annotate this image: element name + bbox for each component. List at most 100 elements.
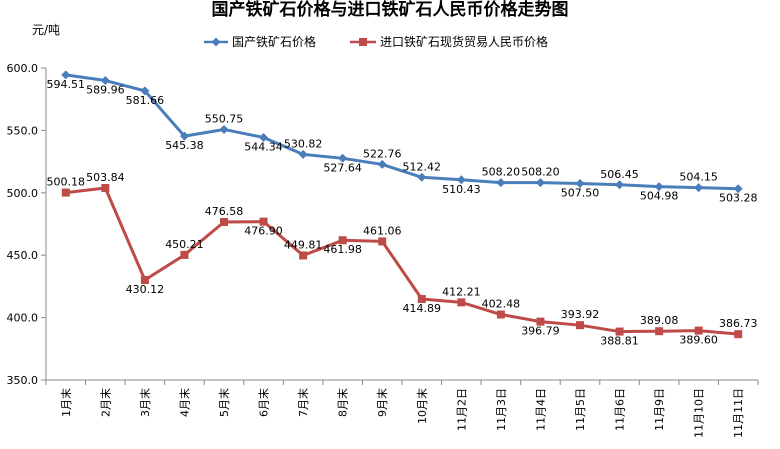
data-label-imported: 450.21	[165, 238, 204, 251]
y-tick-label: 600.0	[7, 62, 39, 75]
x-tick-label: 7月末	[296, 388, 310, 417]
data-label-imported: 430.12	[126, 283, 165, 296]
y-tick-label: 400.0	[7, 312, 39, 325]
data-point-imported	[694, 326, 703, 335]
data-point-imported	[338, 236, 347, 245]
x-tick-label: 6月末	[257, 388, 271, 417]
y-tick-label: 550.0	[7, 124, 39, 137]
data-label-imported: 396.79	[521, 325, 560, 338]
data-point-imported	[417, 295, 426, 304]
data-label-domestic: 589.96	[86, 84, 125, 97]
legend-label-imported: 进口铁矿石现货贸易人民币价格	[380, 34, 548, 49]
data-label-domestic: 506.45	[600, 168, 639, 181]
x-tick-label: 11月5日	[574, 388, 587, 431]
x-tick-label: 11月3日	[495, 388, 508, 431]
data-label-domestic: 504.15	[679, 171, 718, 184]
y-axis-label: 元/吨	[32, 23, 60, 37]
x-tick-label: 8月末	[336, 388, 350, 417]
data-label-domestic: 522.76	[363, 147, 402, 160]
x-tick-label: 11月4日	[534, 388, 547, 431]
data-point-domestic	[456, 175, 466, 185]
data-label-domestic: 530.82	[284, 137, 323, 150]
x-tick-label: 3月末	[138, 388, 152, 417]
y-tick-label: 500.0	[7, 187, 39, 200]
data-label-imported: 461.98	[323, 243, 362, 256]
data-point-domestic	[179, 131, 189, 141]
data-point-imported	[734, 330, 743, 339]
data-point-imported	[101, 184, 110, 193]
data-point-domestic	[654, 182, 664, 192]
legend-label-domestic: 国产铁矿石价格	[232, 34, 316, 49]
data-point-imported	[457, 298, 466, 307]
data-point-domestic	[298, 149, 308, 159]
data-label-domestic: 508.20	[482, 166, 521, 179]
data-label-imported: 414.89	[403, 302, 442, 315]
data-label-domestic: 594.51	[47, 78, 86, 91]
x-tick-label: 11月9日	[653, 388, 666, 431]
data-point-imported	[496, 310, 505, 319]
x-tick-label: 11月11日	[732, 388, 745, 438]
y-tick-label: 450.0	[7, 249, 39, 262]
x-tick-label: 5月末	[217, 388, 231, 417]
data-label-domestic: 504.98	[640, 190, 679, 203]
legend: 国产铁矿石价格 进口铁矿石现货贸易人民币价格	[204, 34, 548, 49]
data-label-domestic: 544.34	[244, 140, 283, 153]
data-label-domestic: 527.64	[323, 161, 362, 174]
data-point-domestic	[140, 86, 150, 96]
data-label-imported: 500.18	[47, 176, 86, 189]
data-label-imported: 449.81	[284, 238, 323, 251]
data-label-domestic: 507.50	[561, 186, 600, 199]
data-point-domestic	[496, 178, 506, 188]
data-point-imported	[180, 250, 189, 259]
data-label-domestic: 510.43	[442, 183, 481, 196]
data-point-imported	[378, 237, 387, 246]
x-tick-label: 9月末	[375, 388, 389, 417]
data-point-imported	[299, 251, 308, 260]
series-line-imported	[65, 186, 739, 336]
x-tick-label: 11月10日	[693, 388, 706, 438]
data-point-domestic	[61, 70, 71, 80]
data-point-imported	[655, 327, 664, 336]
data-label-imported: 388.81	[600, 335, 639, 348]
data-point-domestic	[338, 153, 348, 163]
plot-area: 350.0 400.0 450.0 500.0 550.0 600.0 1月末 2月末 3月末 4…	[7, 62, 759, 438]
data-label-imported: 476.90	[244, 225, 283, 238]
data-label-domestic: 550.75	[205, 112, 244, 125]
data-label-domestic: 581.66	[126, 94, 165, 107]
data-label-imported: 461.06	[363, 224, 402, 237]
data-label-domestic: 545.38	[165, 139, 204, 152]
data-point-imported	[220, 218, 228, 227]
data-label-imported: 389.08	[640, 314, 679, 327]
x-tick-label: 2月末	[98, 388, 112, 417]
data-point-imported	[615, 327, 624, 336]
data-point-domestic	[733, 184, 743, 194]
data-point-imported	[140, 276, 149, 285]
x-tick-label: 1月末	[59, 388, 73, 417]
x-tick-label: 11月6日	[614, 388, 627, 431]
data-point-domestic	[575, 178, 585, 188]
data-label-imported: 389.60	[679, 334, 718, 347]
data-label-imported: 503.84	[86, 171, 125, 184]
data-point-domestic	[417, 172, 427, 182]
data-point-imported	[576, 321, 584, 330]
data-label-domestic: 508.20	[521, 166, 560, 179]
x-tick-label: 10月末	[415, 388, 429, 424]
data-point-domestic	[219, 124, 229, 134]
data-point-imported	[536, 317, 545, 326]
data-label-imported: 412.21	[442, 285, 481, 298]
legend-marker-imported	[359, 38, 367, 46]
data-label-domestic: 512.42	[403, 160, 442, 173]
data-label-imported: 393.92	[561, 308, 600, 321]
data-label-imported: 386.73	[719, 317, 758, 330]
series-line-domestic	[65, 73, 739, 191]
y-tick-label: 350.0	[7, 374, 39, 387]
data-point-imported	[259, 217, 268, 226]
data-point-imported	[61, 188, 70, 197]
data-label-domestic: 503.28	[719, 192, 758, 205]
data-point-domestic	[535, 178, 545, 188]
data-label-imported: 402.48	[482, 298, 521, 311]
data-point-domestic	[259, 132, 269, 142]
data-point-domestic	[694, 183, 704, 193]
data-label-imported: 476.58	[205, 205, 244, 218]
